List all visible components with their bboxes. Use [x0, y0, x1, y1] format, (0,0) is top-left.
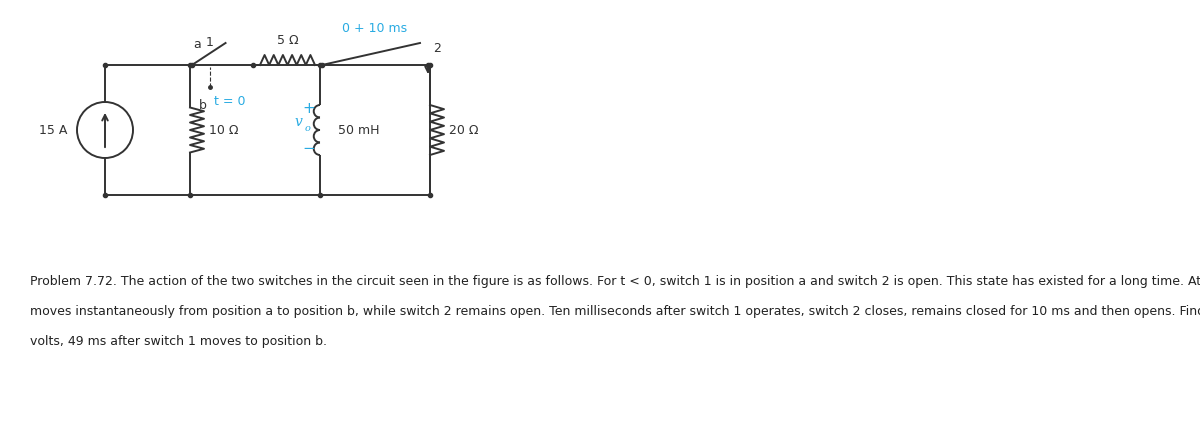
Text: 0 + 10 ms: 0 + 10 ms [342, 22, 408, 35]
Text: −: − [302, 140, 314, 156]
Text: b: b [199, 99, 208, 112]
Text: 50 mH: 50 mH [338, 123, 379, 136]
Text: 5 Ω: 5 Ω [277, 34, 299, 47]
Text: +: + [302, 101, 314, 116]
Text: Problem 7.72. The action of the two switches in the circuit seen in the figure i: Problem 7.72. The action of the two swit… [30, 275, 1200, 288]
Text: volts, 49 ms after switch 1 moves to position b.: volts, 49 ms after switch 1 moves to pos… [30, 335, 326, 348]
Text: 10 Ω: 10 Ω [209, 123, 239, 136]
Text: 1: 1 [206, 36, 214, 49]
Text: t = 0: t = 0 [214, 95, 246, 108]
Text: 20 Ω: 20 Ω [449, 123, 479, 136]
Text: 15 A: 15 A [38, 123, 67, 136]
Text: moves instantaneously from position a to position b, while switch 2 remains open: moves instantaneously from position a to… [30, 305, 1200, 318]
Text: o: o [304, 123, 310, 133]
Text: a: a [193, 38, 200, 51]
Text: 2: 2 [433, 42, 440, 55]
Text: v: v [294, 115, 302, 129]
